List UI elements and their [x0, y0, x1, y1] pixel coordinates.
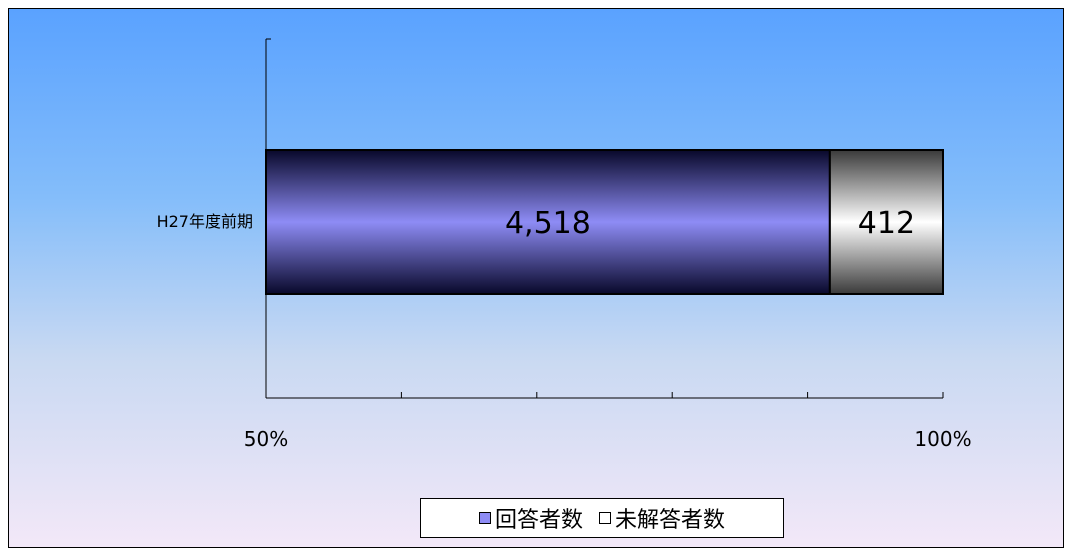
legend-swatch-unanswered [599, 512, 611, 524]
x-tick-label: 100% [914, 427, 971, 451]
bar-data-label: 412 [858, 206, 915, 241]
legend-item-unanswered: 未解答者数 [599, 502, 725, 534]
legend-label-unanswered: 未解答者数 [615, 508, 726, 533]
y-category-label: H27年度前期 [157, 212, 253, 231]
bar-data-label: 4,518 [505, 206, 591, 241]
bar-segment-unanswered [828, 149, 945, 295]
chart-area: 50% 100% 4,518 412 H27年度前期 回答者数 未解答者数 [8, 8, 1064, 548]
legend-item-answered: 回答者数 [478, 502, 583, 534]
legend-label-answered: 回答者数 [494, 508, 583, 533]
legend-swatch-answered [478, 512, 491, 524]
x-tick-label: 50% [244, 427, 288, 451]
bar-chart: 50% 100% 4,518 412 H27年度前期 [157, 38, 972, 451]
legend: 回答者数 未解答者数 [420, 498, 784, 538]
